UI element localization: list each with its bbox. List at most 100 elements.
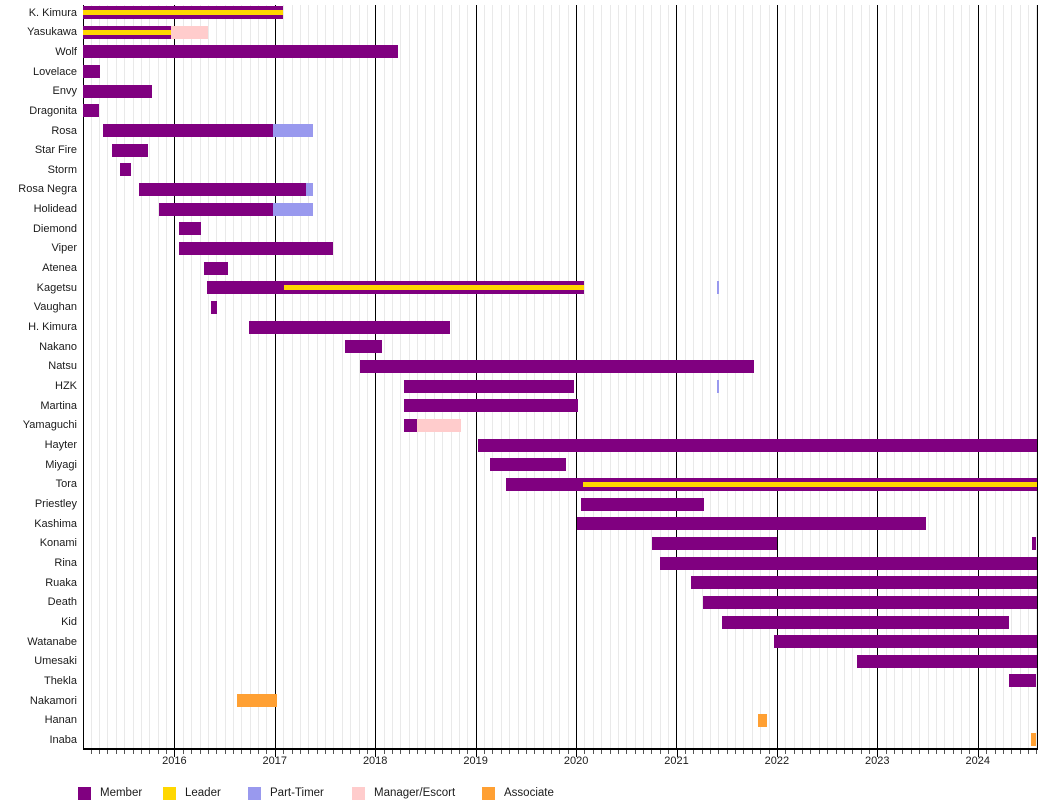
row-label: Death [47,596,77,609]
legend-label: Member [100,787,143,799]
axis-tick-month [216,750,218,754]
axis-tick-month [651,750,653,754]
bar-member [83,65,101,78]
gridline-month [207,5,209,748]
axis-tick-month [207,750,209,754]
axis-tick-month [818,750,820,754]
legend-label: Manager/Escort [374,787,456,799]
gridline-month [818,5,820,748]
axis-tick-month [559,750,561,754]
gridline-month [191,5,193,748]
bar-leader [83,25,172,39]
row-label: Storm [47,163,77,176]
gridline-month [701,5,703,748]
axis-tick-month [952,750,954,754]
gridline-month [400,5,402,748]
gridline-month [458,5,460,748]
gridline-month [902,5,904,748]
gridline-month [325,5,326,748]
axis-tick-month [743,750,745,754]
bar-member [1032,536,1036,550]
axis-tick-month [509,750,511,754]
gridline-month [358,5,360,748]
row-label: Lovelace [32,65,77,78]
bar-part-timer [305,182,313,196]
axis-tick-month [659,750,661,754]
axis-tick-month [617,750,619,754]
legend-swatch-manager [352,787,365,800]
gridline-year [174,5,175,748]
bar-part-timer [272,124,313,137]
axis-tick-month [299,750,301,754]
axis-tick-month [233,750,234,754]
axis-tick-month [350,750,352,754]
gridline-month [517,5,519,748]
plot-border [83,5,84,748]
axis-tick-month [115,750,117,754]
gridline-month [726,5,728,748]
gridline-month [743,5,745,748]
axis-tick-year [877,750,879,757]
gridline-month [199,5,201,748]
gridline-month [308,5,310,748]
gridline-month [90,5,92,748]
gridline-month [425,5,427,748]
axis-tick-month [140,750,142,754]
year-tick-label: 2022 [764,755,790,767]
axis-tick-month [634,750,636,754]
row-label: Hayter [44,439,77,451]
axis-tick-month [308,750,310,754]
gridline-month [944,5,946,748]
gridline-month [659,5,661,748]
gridline-month [492,5,494,748]
axis-tick-month [894,750,896,754]
gridline-month [350,5,352,748]
year-tick-label: 2017 [262,755,288,767]
gridline-month [417,5,419,748]
gridline-month [132,5,134,748]
gridline-month [124,5,126,748]
gridline-month [157,5,159,748]
row-label: Yamaguchi [22,419,77,432]
gridline-month [567,5,569,748]
bar-member [179,241,333,255]
axis-tick-month [534,750,536,754]
row-label: Rosa [51,124,77,137]
row-label: Rina [54,557,77,569]
gridline-month [601,5,603,748]
gridline-month [99,5,101,748]
row-label: H. Kimura [28,321,77,334]
row-label: HZK [55,380,77,392]
axis-tick-month [827,750,829,754]
axis-tick-month [500,750,502,754]
axis-tick-month [99,750,101,754]
axis-tick-month [450,750,452,754]
gridline-month [684,5,686,748]
axis-tick-month [902,750,904,754]
gridline-month [693,5,695,748]
axis-tick-month [760,750,762,754]
gridline-month [994,5,996,748]
gridline-month [433,5,435,748]
year-tick-label: 2021 [664,755,689,767]
gridline-month [484,5,485,748]
axis-tick-month [668,750,670,754]
legend-swatch-leader [163,787,176,800]
gridline-month [751,5,753,748]
gridline-month [316,5,318,748]
axis-tick-month [751,750,753,754]
bar-leader [83,6,283,19]
gridline-month [592,5,594,748]
axis-tick-month [333,750,335,754]
axis-tick-month [785,750,787,754]
row-label: Ruaka [45,576,77,589]
row-label: Yasukawa [27,26,77,39]
axis-tick-month [191,750,193,754]
row-label: Kid [61,616,77,628]
gridline-month [115,5,117,748]
axis-tick-month [551,750,552,754]
gridline-month [843,5,845,748]
row-label: Inaba [49,733,77,746]
